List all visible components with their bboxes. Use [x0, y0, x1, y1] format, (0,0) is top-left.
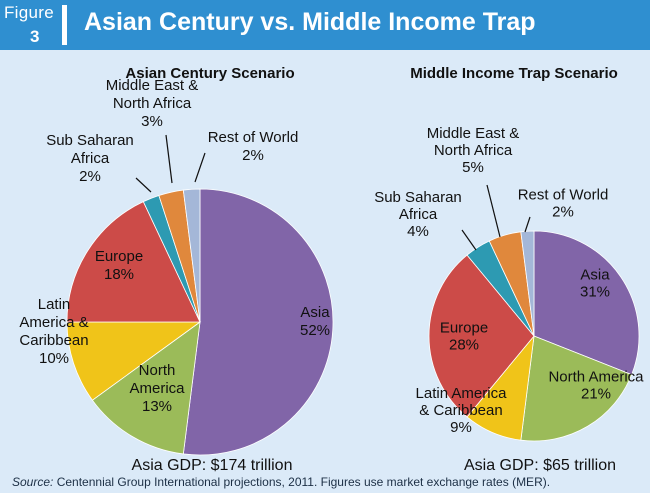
asian-century-asia-gdp: Asia GDP: $174 trillion	[132, 457, 293, 474]
asian-century-label-latin-america-and-caribbean: Latin America & Caribbean 10%	[19, 296, 88, 367]
middle-income-trap-leader-rest-of-world	[524, 216, 531, 233]
source-prefix: Source:	[12, 475, 54, 489]
middle-income-trap-label-europe: Europe 28%	[440, 320, 488, 354]
middle-income-trap-label-north-america: North America 21%	[548, 369, 644, 403]
asian-century-label-middle-east-and-north-africa: Middle East & North Africa 3%	[106, 77, 199, 130]
source-note: Source: Centennial Group International p…	[12, 475, 550, 489]
header-divider	[62, 5, 67, 45]
asian-century-slice-north-america	[91, 321, 201, 455]
asian-century-label-north-america: North America 13%	[129, 362, 185, 415]
figure-title: Asian Century vs. Middle Income Trap	[84, 8, 536, 36]
asian-century-slice-rest-of-world	[182, 188, 201, 323]
asian-century-label-asia: Asia 52%	[300, 304, 330, 339]
middle-income-trap-slice-north-america	[520, 335, 633, 442]
asian-century-slice-latin-america-and-caribbean	[66, 321, 202, 401]
middle-income-trap-slice-europe	[428, 254, 535, 418]
figure-badge: Figure 3	[0, 0, 56, 50]
asian-century-label-europe: Europe 18%	[95, 248, 143, 283]
middle-income-trap-label-sub-saharan-africa: Sub Saharan Africa 4%	[374, 189, 462, 240]
middle-income-trap-chart-title: Middle Income Trap Scenario	[410, 65, 618, 82]
middle-income-trap-slice-asia	[533, 230, 640, 376]
figure-number: 3	[30, 27, 40, 46]
middle-income-trap-label-middle-east-and-north-africa: Middle East & North Africa 5%	[427, 125, 520, 176]
asian-century-leader-sub-saharan-africa	[135, 177, 152, 193]
figure-header: Figure 3 Asian Century vs. Middle Income…	[0, 0, 650, 50]
asian-century-slice-europe	[66, 201, 201, 323]
middle-income-trap-leader-middle-east-and-north-africa	[486, 184, 501, 238]
middle-income-trap-label-latin-america-and-caribbean: Latin America & Caribbean 9%	[416, 385, 508, 436]
middle-income-trap-leader-sub-saharan-africa	[461, 229, 477, 251]
asian-century-label-sub-saharan-africa: Sub Saharan Africa 2%	[46, 132, 134, 185]
asian-century-leader-middle-east-and-north-africa	[165, 134, 173, 184]
asian-century-chart-title: Asian Century Scenario	[125, 65, 294, 82]
middle-income-trap-slice-rest-of-world	[520, 230, 535, 337]
source-text: Centennial Group International projectio…	[53, 475, 551, 489]
middle-income-trap-label-rest-of-world: Rest of World 2%	[518, 187, 609, 221]
middle-income-trap-label-asia: Asia 31%	[580, 267, 610, 301]
asian-century-leader-rest-of-world	[194, 152, 206, 183]
middle-income-trap-asia-gdp: Asia GDP: $65 trillion	[464, 457, 616, 474]
asian-century-label-rest-of-world: Rest of World 2%	[208, 129, 299, 164]
figure-label: Figure	[4, 3, 54, 22]
asian-century-slice-asia	[182, 188, 334, 456]
